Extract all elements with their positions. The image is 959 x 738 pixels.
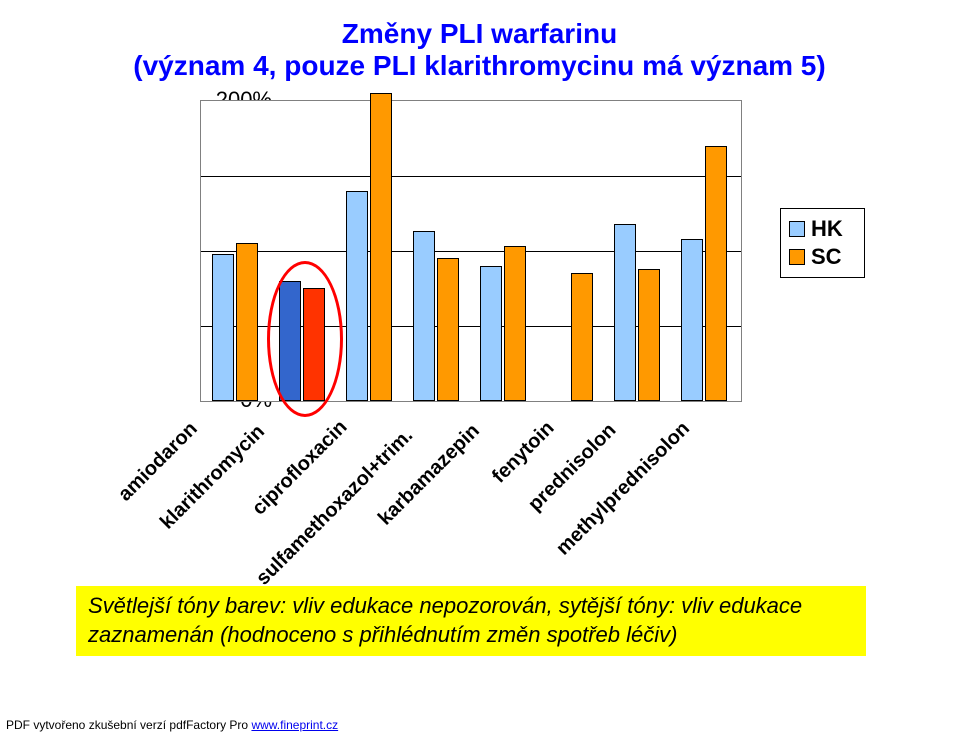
footer-prefix: PDF vytvořeno zkušební verzí pdfFactory … — [6, 718, 251, 732]
legend: HK SC — [780, 208, 865, 278]
bar-hk-prednisolon — [614, 224, 636, 401]
caption-text: Světlejší tóny barev: vliv edukace nepoz… — [88, 592, 858, 649]
bar-sc-fenytoin — [571, 273, 593, 401]
bar-sc-sulfamethoxazol — [437, 258, 459, 401]
bar-hk-sulfamethoxazol — [413, 231, 435, 401]
legend-swatch-hk — [789, 221, 805, 237]
footer-link[interactable]: www.fineprint.cz — [251, 718, 338, 732]
bar-sc-methylprednisolon — [705, 146, 727, 401]
bar-sc-karbamazepin — [504, 246, 526, 401]
bar-sc-amiodaron — [236, 243, 258, 401]
chart-title-line2: (význam 4, pouze PLI klarithromycinu má … — [0, 50, 959, 82]
highlight-ellipse — [267, 261, 343, 417]
bar-hk-ciprofloxacin — [346, 191, 368, 401]
legend-label-sc: SC — [811, 244, 842, 270]
bar-hk-methylprednisolon — [681, 239, 703, 401]
plot-area — [200, 100, 742, 402]
page: Změny PLI warfarinu (význam 4, pouze PLI… — [0, 0, 959, 738]
gridline-150 — [201, 176, 741, 177]
legend-swatch-sc — [789, 249, 805, 265]
gridline-100 — [201, 251, 741, 252]
bar-sc-prednisolon — [638, 269, 660, 401]
bar-hk-karbamazepin — [480, 266, 502, 401]
bar-hk-amiodaron — [212, 254, 234, 401]
bar-sc-ciprofloxacin — [370, 93, 392, 401]
legend-label-hk: HK — [811, 216, 843, 242]
legend-item-hk: HK — [789, 215, 856, 243]
xlabel-7: methylprednisolon — [552, 417, 695, 560]
chart-title-line1: Změny PLI warfarinu — [0, 18, 959, 50]
legend-item-sc: SC — [789, 243, 856, 271]
chart: 0% 50% 100% 150% 200% — [120, 90, 740, 660]
footer: PDF vytvořeno zkušební verzí pdfFactory … — [6, 718, 338, 732]
